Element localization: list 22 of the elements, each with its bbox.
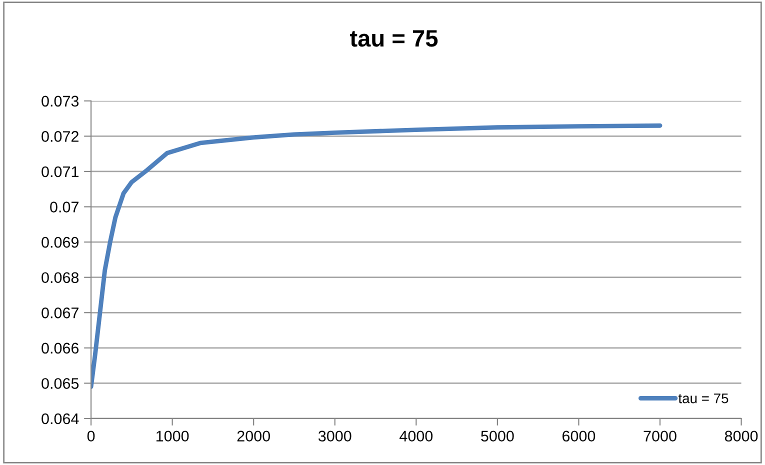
y-tick-label: 0.065 [42, 378, 79, 389]
x-tick-label: 6000 [562, 430, 596, 442]
x-tick-label: 2000 [237, 430, 270, 442]
chart-title: tau = 75 [350, 30, 438, 47]
y-tick-label: 0.066 [42, 342, 79, 354]
legend-label: tau = 75 [678, 394, 728, 404]
y-tick-label: 0.068 [42, 272, 79, 284]
x-tick-label: 1000 [156, 430, 189, 442]
y-tick-label: 0.073 [42, 96, 79, 107]
x-tick-label: 0 [87, 430, 95, 442]
y-tick-label: 0.064 [42, 413, 79, 424]
x-tick-label: 7000 [644, 430, 676, 442]
x-tick-label: 5000 [481, 430, 514, 442]
y-tick-label: 0.067 [42, 308, 78, 318]
y-tick-label: 0.071 [42, 166, 78, 178]
line-series [91, 123, 662, 389]
x-tick-label: 3000 [318, 430, 352, 442]
x-tick-label: 8000 [724, 430, 758, 442]
x-tick-label: 4000 [400, 430, 433, 442]
y-tick-label: 0.069 [42, 236, 79, 248]
y-tick-label: 0.072 [42, 131, 78, 142]
y-tick-label: 0.07 [50, 202, 78, 212]
